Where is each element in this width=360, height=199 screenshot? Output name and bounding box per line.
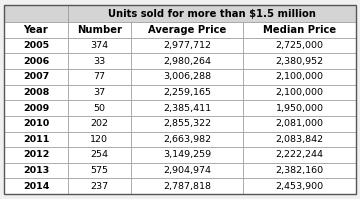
Bar [243,116,356,132]
Text: 254: 254 [90,150,108,159]
Bar [4,132,68,147]
Text: Units sold for more than $1.5 million: Units sold for more than $1.5 million [108,9,316,19]
Bar [131,163,243,178]
Text: 2,380,952: 2,380,952 [275,57,324,66]
Text: 2,453,900: 2,453,900 [275,182,324,191]
Text: 2014: 2014 [23,182,49,191]
Bar [131,116,243,132]
Bar [131,53,243,69]
Bar [131,85,243,100]
Text: 2,787,818: 2,787,818 [163,182,211,191]
Bar [68,178,131,194]
Text: 575: 575 [90,166,108,175]
Text: Number: Number [77,25,122,35]
Text: Year: Year [24,25,48,35]
Text: 50: 50 [93,104,105,113]
Bar [4,178,68,194]
Text: 77: 77 [93,72,105,81]
Text: 2,855,322: 2,855,322 [163,119,211,128]
Bar [243,147,356,163]
Text: 2,980,264: 2,980,264 [163,57,211,66]
Text: 2012: 2012 [23,150,49,159]
Bar [131,69,243,85]
Text: 202: 202 [90,119,108,128]
Bar [68,100,131,116]
Bar [4,163,68,178]
Text: 2013: 2013 [23,166,49,175]
Bar [131,100,243,116]
Bar [243,53,356,69]
Text: 2,222,244: 2,222,244 [275,150,324,159]
Bar [243,85,356,100]
Bar [68,69,131,85]
Text: 37: 37 [93,88,105,97]
Text: 2,663,982: 2,663,982 [163,135,211,144]
Text: Median Price: Median Price [263,25,336,35]
Bar [4,69,68,85]
Bar [4,116,68,132]
Bar [243,163,356,178]
Bar [68,132,131,147]
Text: 2011: 2011 [23,135,49,144]
Text: 2,100,000: 2,100,000 [275,72,324,81]
Text: 2005: 2005 [23,41,49,50]
Text: 33: 33 [93,57,105,66]
Bar [243,178,356,194]
Text: 2,904,974: 2,904,974 [163,166,211,175]
Bar [4,53,68,69]
Text: 1,950,000: 1,950,000 [275,104,324,113]
Bar [131,38,243,53]
Text: 3,006,288: 3,006,288 [163,72,211,81]
Bar [4,22,68,38]
Bar [4,147,68,163]
Bar [243,100,356,116]
Bar [68,5,356,22]
Text: 2,382,160: 2,382,160 [275,166,324,175]
Text: 120: 120 [90,135,108,144]
Bar [4,85,68,100]
Text: 237: 237 [90,182,108,191]
Bar [131,147,243,163]
Text: 2006: 2006 [23,57,49,66]
Text: 2,083,842: 2,083,842 [275,135,324,144]
Text: Average Price: Average Price [148,25,226,35]
Bar [4,100,68,116]
Text: 2,259,165: 2,259,165 [163,88,211,97]
Bar [68,163,131,178]
Text: 2,081,000: 2,081,000 [275,119,324,128]
Bar [243,132,356,147]
Bar [243,38,356,53]
Bar [68,53,131,69]
Bar [131,22,243,38]
Text: 2,385,411: 2,385,411 [163,104,211,113]
Text: 2008: 2008 [23,88,49,97]
Bar [131,178,243,194]
Bar [68,38,131,53]
Bar [68,116,131,132]
Bar [4,38,68,53]
Bar [4,5,68,22]
Bar [68,85,131,100]
Bar [68,147,131,163]
Text: 2,725,000: 2,725,000 [275,41,324,50]
Text: 2009: 2009 [23,104,49,113]
Text: 374: 374 [90,41,108,50]
Text: 2007: 2007 [23,72,49,81]
Bar [131,132,243,147]
Bar [68,22,131,38]
Text: 2,100,000: 2,100,000 [275,88,324,97]
Text: 3,149,259: 3,149,259 [163,150,211,159]
Text: 2010: 2010 [23,119,49,128]
Text: 2,977,712: 2,977,712 [163,41,211,50]
Bar [243,69,356,85]
Bar [243,22,356,38]
